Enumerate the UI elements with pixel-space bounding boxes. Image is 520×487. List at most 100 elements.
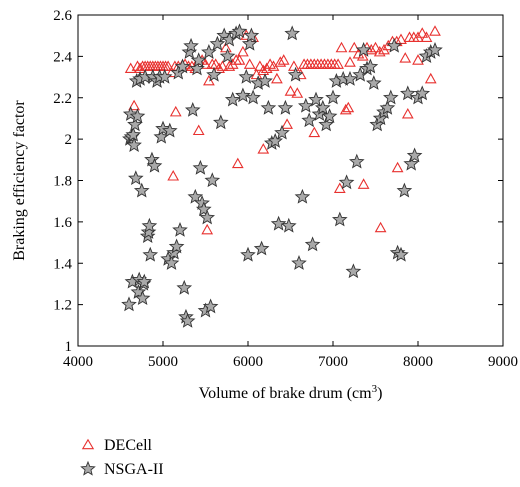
- nsga-ii-point: [144, 151, 160, 167]
- nsga-ii-point: [127, 116, 143, 132]
- nsga-ii-point: [318, 116, 335, 132]
- nsga-ii-point: [140, 224, 157, 239]
- y-tick-label: 1.2: [53, 298, 72, 314]
- nsga-ii-point: [130, 284, 147, 299]
- nsga-ii-point: [406, 147, 423, 163]
- nsga-ii-point: [206, 66, 222, 82]
- nsga-ii-point: [308, 91, 324, 107]
- x-axis-label-main: Volume of brake drum (cm: [199, 385, 373, 402]
- decell-point: [257, 64, 270, 76]
- nsga-ii-point: [238, 68, 255, 84]
- nsga-ii-point: [291, 255, 307, 270]
- nsga-ii-point: [209, 35, 226, 51]
- nsga-ii-point: [201, 44, 217, 59]
- nsga-ii-point: [163, 255, 180, 270]
- decell-point: [233, 54, 246, 65]
- decell-point: [201, 223, 214, 235]
- decell-point: [305, 58, 317, 69]
- nsga-ii-point: [314, 99, 331, 115]
- nsga-ii-point: [219, 48, 236, 64]
- nsga-ii-point: [235, 87, 251, 103]
- nsga-ii-point: [146, 157, 163, 173]
- decell-point: [254, 60, 266, 71]
- nsga-ii-point: [189, 60, 205, 76]
- nsga-ii-point: [199, 209, 215, 225]
- nsga-ii-point: [204, 172, 221, 188]
- x-tick-label: 6000: [233, 354, 263, 370]
- decell-point: [416, 27, 429, 38]
- nsga-ii-point: [126, 137, 142, 152]
- decell-point: [374, 221, 387, 233]
- decell-point: [284, 85, 297, 96]
- decell-point: [322, 58, 334, 69]
- nsga-ii-point: [362, 58, 379, 74]
- nsga-ii-point: [301, 112, 318, 128]
- decell-point: [335, 41, 348, 53]
- nsga-ii-point: [176, 279, 193, 295]
- decell-point: [301, 58, 314, 69]
- decell-point: [420, 31, 433, 42]
- decell-point: [328, 58, 341, 69]
- x-tick-label: 8000: [403, 354, 433, 370]
- decell-point: [199, 58, 212, 69]
- nsga-ii-point: [134, 290, 151, 306]
- nsga-ii-point: [212, 114, 229, 130]
- nsga-ii-point: [260, 99, 277, 115]
- nsga-ii-point: [184, 101, 201, 117]
- nsga-ii-point: [400, 85, 416, 101]
- y-axis-label-group: Braking efficiency factor: [11, 100, 28, 261]
- nsga-ii-point: [162, 122, 178, 138]
- decell-point: [128, 99, 140, 111]
- nsga-ii-point: [172, 221, 188, 237]
- nsga-ii-point: [243, 27, 260, 43]
- legend-label: NSGA-II: [104, 461, 164, 478]
- decell-point: [401, 107, 414, 119]
- nsga-ii-point: [253, 240, 270, 256]
- decell-point: [315, 58, 327, 69]
- decell-point: [311, 58, 324, 69]
- nsga-ii-point: [183, 37, 199, 53]
- decell-point: [271, 72, 283, 84]
- nsga-ii-point: [241, 35, 258, 51]
- nsga-ii-point: [331, 211, 348, 227]
- axis-ticks: 4000 5000 6000 7000 8000 9000 1 1.2 1.4 1.6 1.8 2 2.…: [53, 8, 518, 370]
- decell-point: [391, 161, 404, 173]
- decell-point: [257, 143, 270, 154]
- decell-point: [203, 74, 215, 86]
- decell-point: [339, 103, 352, 115]
- nsga-ii-point: [274, 124, 290, 140]
- legend-star-icon: [80, 460, 96, 476]
- nsga-ii-point: [121, 296, 137, 312]
- nsga-ii-point: [386, 37, 402, 53]
- nsga-ii-point: [257, 73, 273, 88]
- decell-point: [243, 58, 256, 69]
- decell-point: [399, 52, 412, 63]
- nsga-ii-point: [168, 238, 185, 254]
- decell-point: [209, 58, 222, 69]
- decell-point: [291, 87, 304, 98]
- legend-label: DECell: [104, 437, 153, 454]
- decell-point: [277, 54, 290, 65]
- decell-point: [231, 157, 244, 169]
- decell-point: [342, 101, 355, 113]
- y-tick-label: 1.4: [53, 256, 72, 272]
- decell-point: [348, 41, 361, 53]
- nsga-ii-point: [427, 41, 443, 57]
- y-tick-label: 1.6: [53, 215, 72, 231]
- y-tick-label: 2.2: [53, 91, 72, 107]
- nsga-ii-point: [125, 126, 142, 142]
- y-tick-label: 1.8: [53, 174, 72, 190]
- nsga-ii-point: [240, 246, 256, 262]
- nsga-ii-point: [393, 246, 409, 262]
- nsga-ii-point: [133, 182, 150, 198]
- nsga-ii-point: [187, 188, 204, 204]
- nsga-ii-point: [414, 85, 431, 101]
- nsga-ii-point: [403, 155, 419, 171]
- nsga-ii-point: [321, 108, 338, 123]
- decell-point: [169, 105, 182, 117]
- legend-triangle-icon: [81, 438, 95, 450]
- decell-point: [237, 45, 249, 57]
- decell-point: [124, 62, 137, 73]
- x-tick-label: 4000: [63, 354, 93, 370]
